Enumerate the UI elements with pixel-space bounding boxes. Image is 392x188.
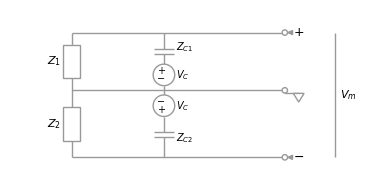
Circle shape — [153, 95, 175, 117]
Text: −: − — [157, 74, 165, 84]
Text: +: + — [157, 105, 165, 114]
Bar — [63, 45, 80, 78]
Text: $Z_{C1}$: $Z_{C1}$ — [176, 41, 194, 55]
Text: $V_C$: $V_C$ — [176, 99, 190, 113]
Text: $Z_{C2}$: $Z_{C2}$ — [176, 132, 194, 145]
Text: +: + — [157, 66, 165, 76]
Bar — [63, 107, 80, 141]
Polygon shape — [293, 93, 304, 102]
Text: $Z_2$: $Z_2$ — [47, 117, 61, 131]
Text: +: + — [294, 26, 305, 39]
Text: $V_m$: $V_m$ — [339, 88, 356, 102]
Polygon shape — [288, 155, 292, 159]
Circle shape — [282, 30, 287, 35]
Circle shape — [282, 88, 287, 93]
Circle shape — [153, 64, 175, 86]
Text: −: − — [157, 97, 165, 107]
Text: −: − — [294, 151, 305, 164]
Polygon shape — [288, 30, 292, 35]
Text: $Z_1$: $Z_1$ — [47, 55, 61, 68]
Text: $V_C$: $V_C$ — [176, 68, 190, 82]
Circle shape — [282, 155, 287, 160]
